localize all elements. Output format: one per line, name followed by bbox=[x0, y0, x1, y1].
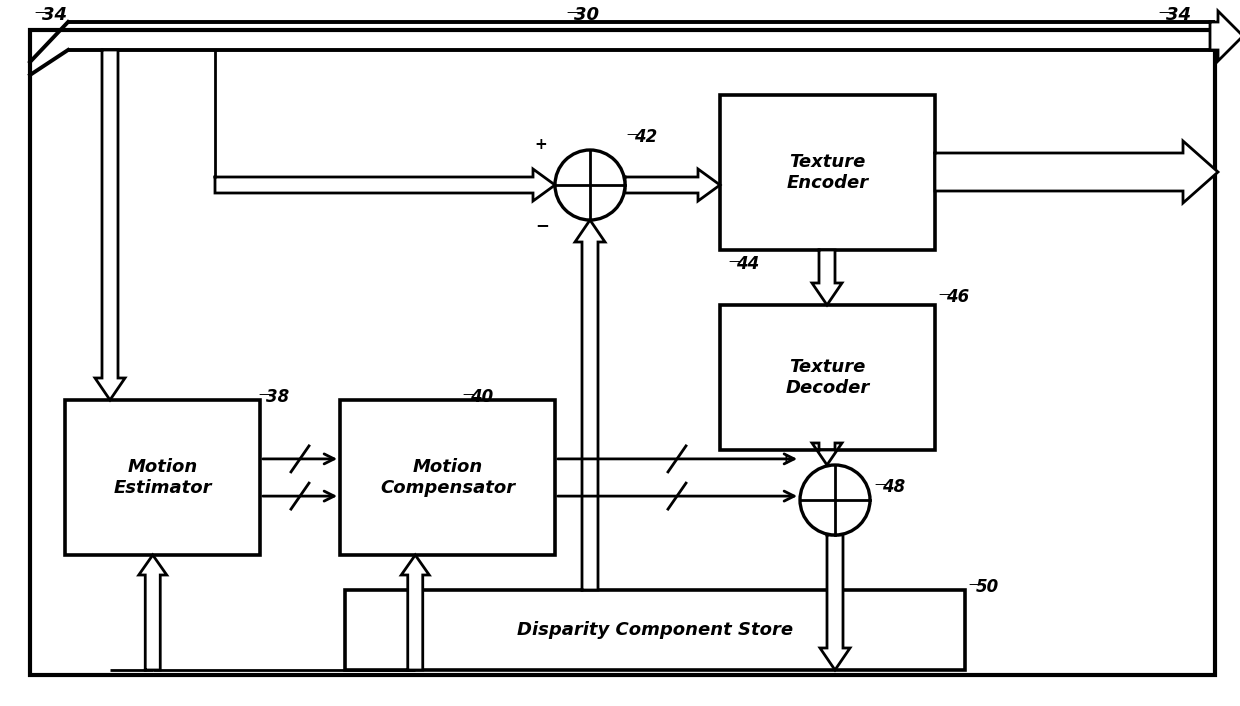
Text: 42: 42 bbox=[634, 128, 657, 146]
Text: —: — bbox=[1158, 6, 1171, 19]
Text: Motion
Compensator: Motion Compensator bbox=[379, 458, 515, 497]
Text: —: — bbox=[968, 578, 981, 591]
Bar bbox=[64, 400, 260, 555]
Polygon shape bbox=[95, 50, 125, 400]
Text: 44: 44 bbox=[737, 255, 759, 273]
Text: 34: 34 bbox=[1166, 6, 1190, 24]
Text: +: + bbox=[534, 137, 547, 152]
Text: —: — bbox=[937, 288, 951, 301]
Text: Motion
Estimator: Motion Estimator bbox=[113, 458, 212, 497]
Text: 38: 38 bbox=[267, 388, 289, 406]
Polygon shape bbox=[402, 555, 429, 670]
Bar bbox=[720, 95, 935, 250]
Text: —: — bbox=[874, 478, 887, 491]
Text: 30: 30 bbox=[574, 6, 599, 24]
Text: Disparity Component Store: Disparity Component Store bbox=[517, 621, 794, 639]
Text: 40: 40 bbox=[470, 388, 494, 406]
Text: —: — bbox=[626, 128, 639, 141]
Text: 34: 34 bbox=[42, 6, 67, 24]
Polygon shape bbox=[820, 535, 849, 670]
Text: 50: 50 bbox=[976, 578, 999, 596]
Polygon shape bbox=[812, 250, 842, 305]
Polygon shape bbox=[935, 141, 1218, 203]
Text: —: — bbox=[258, 388, 270, 401]
Text: —: — bbox=[728, 255, 740, 268]
Polygon shape bbox=[1210, 11, 1240, 61]
Circle shape bbox=[556, 150, 625, 220]
Text: —: — bbox=[565, 6, 579, 19]
Polygon shape bbox=[215, 169, 556, 201]
Polygon shape bbox=[812, 443, 842, 465]
Text: —: — bbox=[463, 388, 475, 401]
Text: −: − bbox=[536, 216, 549, 234]
Bar bbox=[340, 400, 556, 555]
Text: +: + bbox=[779, 452, 792, 467]
Text: 48: 48 bbox=[882, 478, 905, 496]
Text: Texture
Encoder: Texture Encoder bbox=[786, 153, 868, 192]
Bar bbox=[720, 305, 935, 450]
Polygon shape bbox=[625, 169, 720, 201]
Text: —: — bbox=[33, 6, 47, 19]
Text: 46: 46 bbox=[946, 288, 970, 306]
Text: Texture
Decoder: Texture Decoder bbox=[785, 358, 869, 397]
Bar bbox=[345, 590, 965, 670]
Polygon shape bbox=[139, 555, 166, 670]
Polygon shape bbox=[575, 220, 605, 590]
Circle shape bbox=[800, 465, 870, 535]
